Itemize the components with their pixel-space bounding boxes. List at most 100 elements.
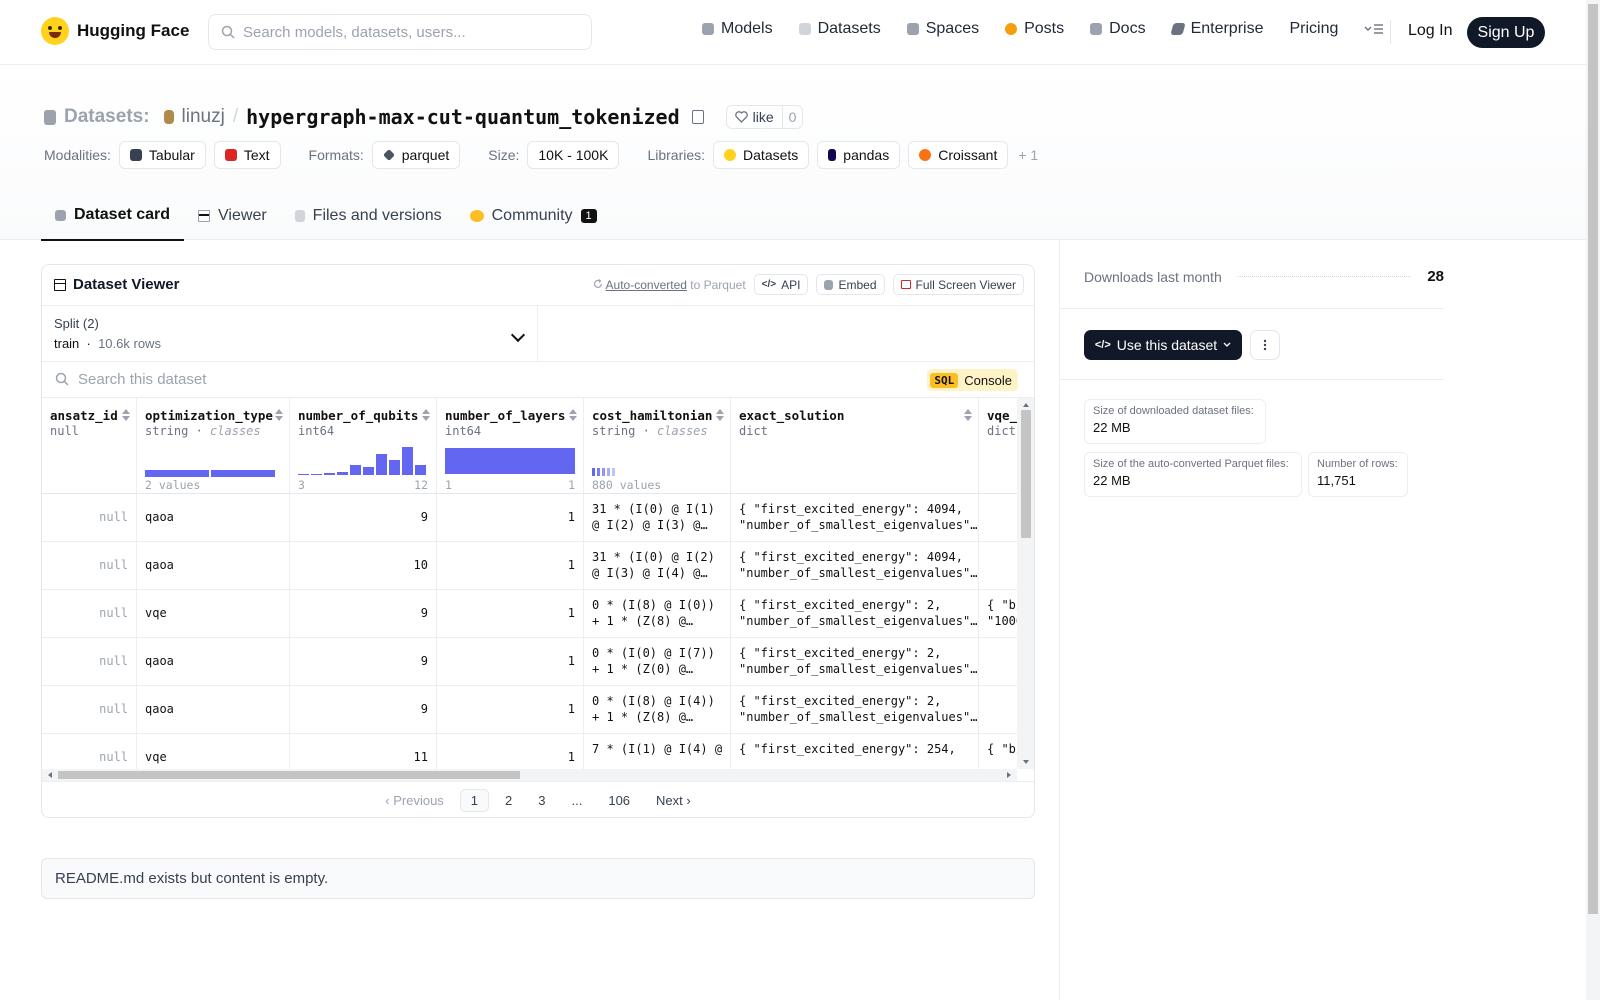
nav-spaces[interactable]: Spaces xyxy=(906,20,979,38)
sort-icon[interactable] xyxy=(122,409,130,421)
table-cell-number-of-layers[interactable]: 1 xyxy=(437,494,584,542)
format-parquet-tag[interactable]: parquet xyxy=(371,141,461,169)
library-pandas-tag[interactable]: pandas xyxy=(817,141,901,169)
scrollbar-thumb[interactable] xyxy=(1021,410,1031,538)
nav-datasets[interactable]: Datasets xyxy=(798,20,881,38)
histogram-bar[interactable] xyxy=(145,470,209,477)
copy-icon[interactable] xyxy=(691,110,704,124)
table-row[interactable]: null qaoa 10 1 31 * (I(0) @ I(2) @ I(3) @ I(4… xyxy=(42,542,1017,590)
table-vertical-scrollbar[interactable] xyxy=(1017,398,1035,769)
sql-console-button[interactable]: SQL Console xyxy=(927,369,1018,391)
histogram-bar[interactable] xyxy=(376,454,387,475)
table-row[interactable]: null vqe 11 1 7 * (I(1) @ I(4) @{ "first_exc… xyxy=(42,734,1017,769)
table-cell-exact[interactable]: { "first_excited_energy": 4094, "number_o… xyxy=(731,494,979,542)
nav-docs[interactable]: Docs xyxy=(1090,20,1146,38)
table-row[interactable]: null qaoa 9 1 0 * (I(8) @ I(4)) + 1 * (Z(8) @… xyxy=(42,686,1017,734)
library-datasets-tag[interactable]: Datasets xyxy=(713,141,810,169)
more-options-button[interactable] xyxy=(1250,330,1280,360)
histogram-bar[interactable] xyxy=(597,468,600,476)
column-header-number_of_layers[interactable]: number_of_layers int64 1 1 xyxy=(437,398,584,494)
table-cell-optimization-type[interactable]: vqe xyxy=(137,734,290,769)
table-cell-number-of-qubits[interactable]: 9 xyxy=(290,494,437,542)
tab-community[interactable]: Community 1 xyxy=(456,191,611,241)
table-cell-vqe[interactable] xyxy=(979,542,1017,590)
column-header-cost_hamiltonian[interactable]: cost_hamiltonian string · classes 880 va… xyxy=(584,398,731,494)
brand-logo[interactable]: Hugging Face xyxy=(41,17,189,45)
table-cell-ansatz-id[interactable]: null xyxy=(42,734,137,769)
table-cell-vqe[interactable] xyxy=(979,494,1017,542)
embed-button[interactable]: Embed xyxy=(816,274,885,295)
repo-name[interactable]: hypergraph-max-cut-quantum_tokenized xyxy=(246,105,680,129)
table-cell-exact[interactable]: { "first_excited_energy": 4094, "number_o… xyxy=(731,542,979,590)
histogram-bar[interactable] xyxy=(337,471,348,475)
histogram-bar[interactable] xyxy=(402,447,413,475)
sort-icon[interactable] xyxy=(964,409,972,421)
histogram-bar[interactable] xyxy=(612,468,615,476)
tab-files[interactable]: Files and versions xyxy=(281,191,456,241)
table-cell-number-of-layers[interactable]: 1 xyxy=(437,734,584,769)
table-cell-cost[interactable]: 0 * (I(8) @ I(0)) + 1 * (Z(8) @… xyxy=(584,590,731,638)
split-selector[interactable]: Split (2) train · 10.6k rows xyxy=(42,306,538,362)
page-scrollbar-thumb[interactable] xyxy=(1588,4,1598,914)
sort-icon[interactable] xyxy=(422,409,430,421)
histogram-bar[interactable] xyxy=(324,472,335,475)
table-cell-exact[interactable]: { "first_excited_energy": 254, xyxy=(731,734,979,769)
histogram-bar[interactable] xyxy=(607,468,610,476)
scroll-down-icon[interactable] xyxy=(1017,757,1035,767)
histogram-bar[interactable] xyxy=(298,473,309,475)
nav-pricing[interactable]: Pricing xyxy=(1289,20,1338,38)
table-cell-optimization-type[interactable]: qaoa xyxy=(137,542,290,590)
histogram-bar[interactable] xyxy=(350,465,361,475)
table-cell-number-of-qubits[interactable]: 11 xyxy=(290,734,437,769)
table-cell-optimization-type[interactable]: vqe xyxy=(137,590,290,638)
table-cell-number-of-layers[interactable]: 1 xyxy=(437,542,584,590)
scroll-up-icon[interactable] xyxy=(1017,400,1035,410)
nav-models[interactable]: Models xyxy=(702,20,773,38)
tab-viewer[interactable]: Viewer xyxy=(184,191,281,241)
sort-icon[interactable] xyxy=(569,409,577,421)
table-cell-number-of-layers[interactable]: 1 xyxy=(437,638,584,686)
table-cell-exact[interactable]: { "first_excited_energy": 2, "number_of_s… xyxy=(731,638,979,686)
table-row[interactable]: null qaoa 9 1 0 * (I(0) @ I(7)) + 1 * (Z(0) @… xyxy=(42,638,1017,686)
histogram-bar[interactable] xyxy=(602,468,605,476)
table-row[interactable]: null qaoa 9 1 31 * (I(0) @ I(1) @ I(2) @ I(3)… xyxy=(42,494,1017,542)
column-header-vqe_solution[interactable]: vqe_s dict xyxy=(979,398,1017,494)
table-cell-ansatz-id[interactable]: null xyxy=(42,542,137,590)
scroll-left-icon[interactable] xyxy=(45,769,55,781)
api-button[interactable]: </> API xyxy=(753,274,809,295)
scroll-right-icon[interactable] xyxy=(1004,769,1014,781)
library-croissant-tag[interactable]: Croissant xyxy=(908,141,1009,169)
histogram-bar[interactable] xyxy=(389,459,400,475)
like-button[interactable]: like 0 xyxy=(725,105,804,129)
histogram-bar[interactable] xyxy=(415,465,426,475)
table-cell-vqe[interactable] xyxy=(979,686,1017,734)
table-cell-number-of-layers[interactable]: 1 xyxy=(437,686,584,734)
nav-enterprise[interactable]: Enterprise xyxy=(1169,20,1263,38)
table-cell-number-of-qubits[interactable]: 9 xyxy=(290,638,437,686)
global-search-input[interactable]: Search models, datasets, users... xyxy=(208,14,592,50)
sort-icon[interactable] xyxy=(275,409,283,421)
table-cell-optimization-type[interactable]: qaoa xyxy=(137,494,290,542)
table-row[interactable]: null vqe 9 1 0 * (I(8) @ I(0)) + 1 * (Z(8) @…… xyxy=(42,590,1017,638)
table-cell-number-of-qubits[interactable]: 9 xyxy=(290,686,437,734)
more-libraries[interactable]: + 1 xyxy=(1018,147,1039,163)
like-count[interactable]: 0 xyxy=(788,109,797,125)
table-cell-vqe[interactable]: { "bi "1000 xyxy=(979,590,1017,638)
page-last-button[interactable]: 106 xyxy=(608,793,631,808)
page-2-button[interactable]: 2 xyxy=(505,793,513,808)
histogram-bar[interactable] xyxy=(211,470,275,477)
table-cell-ansatz-id[interactable]: null xyxy=(42,590,137,638)
table-horizontal-scrollbar[interactable] xyxy=(42,769,1017,781)
table-cell-vqe[interactable]: { "bi xyxy=(979,734,1017,769)
table-cell-cost[interactable]: 31 * (I(0) @ I(2) @ I(3) @ I(4) @… xyxy=(584,542,731,590)
repo-kind[interactable]: Datasets: xyxy=(64,106,150,127)
table-cell-ansatz-id[interactable]: null xyxy=(42,494,137,542)
nav-more-menu[interactable] xyxy=(1364,23,1384,35)
nav-posts[interactable]: Posts xyxy=(1005,20,1064,38)
column-header-exact_solution[interactable]: exact_solution dict xyxy=(731,398,979,494)
table-cell-exact[interactable]: { "first_excited_energy": 2, "number_of_s… xyxy=(731,590,979,638)
column-header-optimization_type[interactable]: optimization_type string · classes 2 val… xyxy=(137,398,290,494)
histogram-bar[interactable] xyxy=(363,466,374,475)
table-cell-optimization-type[interactable]: qaoa xyxy=(137,638,290,686)
like-action[interactable]: like xyxy=(727,106,783,128)
